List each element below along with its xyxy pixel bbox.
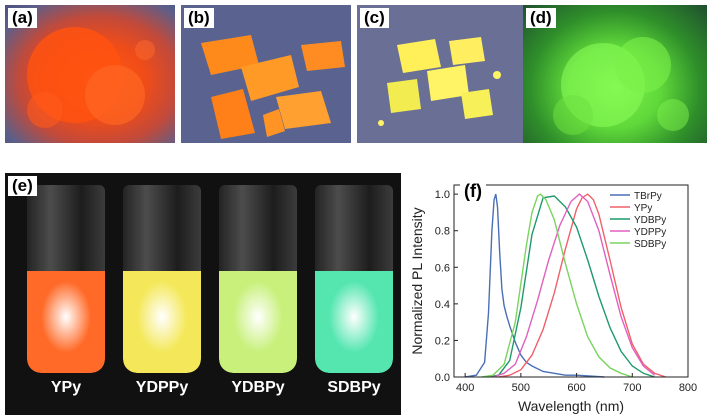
vial-label-sdbpy: SDBPy	[327, 379, 381, 396]
vial-label-ypy: YPy	[50, 379, 82, 396]
vial-ydbpy	[219, 185, 297, 373]
y-tick-label-0.6: 0.6	[435, 262, 450, 274]
panel-d-photo: (d)	[523, 5, 707, 143]
pl-spectra-chart: 400 500 600 700 800 0.0 0.2 0.4 0.6 0.8 1.0 Wavelen…	[409, 184, 697, 414]
panel-f-chart: 400 500 600 700 800 0.0 0.2 0.4 0.6 0.8 1.0 Wavelen…	[406, 173, 706, 417]
panel-c-label: (c)	[360, 8, 389, 28]
vial-label-ydbpy: YDBPy	[231, 379, 285, 396]
vial-sdbpy-liquid	[315, 271, 393, 373]
x-axis-label: Wavelength (nm)	[518, 398, 624, 414]
legend-label-ydppy: YDPPy	[634, 227, 666, 238]
x-tick-label-700: 700	[623, 382, 641, 394]
y-tick-label-0.2: 0.2	[435, 335, 450, 347]
vial-ydppy-glass	[123, 185, 201, 271]
vial-ypy-liquid	[27, 271, 105, 373]
panel-c-photo: (c)	[357, 5, 527, 143]
y-tick-label-0.8: 0.8	[435, 226, 450, 238]
y-axis-label: Normalized PL Intensity	[409, 207, 425, 354]
crystals-b-image	[201, 35, 345, 139]
powder-d-image	[553, 37, 689, 135]
panel-e-label: (e)	[8, 176, 37, 196]
crystals-c-image	[378, 37, 501, 126]
series-line-ydbpy	[487, 195, 655, 378]
series-line-sdbpy	[481, 193, 633, 378]
x-tick-label-600: 600	[567, 382, 585, 394]
panel-b-photo: (b)	[181, 5, 351, 143]
legend-label-ypy: YPy	[634, 203, 652, 214]
panel-e-photo: YPy YDPPy YDBPy SDBPy (e)	[5, 173, 401, 415]
vial-sdbpy-glass	[315, 185, 393, 271]
panel-d-label: (d)	[526, 8, 556, 28]
vial-label-ydppy: YDPPy	[135, 379, 189, 396]
panel-f-label: (f)	[460, 181, 486, 201]
panel-b-label: (b)	[184, 8, 214, 28]
legend-label-ydbpy: YDBPy	[634, 215, 666, 226]
vial-sdbpy	[315, 185, 393, 373]
vial-ydppy-liquid	[123, 271, 201, 373]
panel-a-label: (a)	[8, 8, 37, 28]
powder-a-image	[27, 27, 155, 128]
series-line-ydppy	[492, 193, 656, 378]
vial-ypy	[27, 185, 105, 373]
y-tick-label-0.4: 0.4	[435, 299, 450, 311]
legend-label-sdbpy: SDBPy	[634, 239, 666, 250]
vial-ydbpy-liquid	[219, 271, 297, 373]
y-tick-label-0.0: 0.0	[435, 372, 450, 384]
vial-ydbpy-glass	[219, 185, 297, 271]
series-line-tbrpy	[464, 193, 605, 378]
vial-ypy-glass	[27, 185, 105, 271]
x-tick-label-500: 500	[512, 382, 530, 394]
plot-frame	[453, 184, 689, 378]
x-tick-label-400: 400	[456, 382, 474, 394]
legend-label-tbrpy: TBrPy	[634, 191, 662, 202]
panel-a-photo: (a)	[5, 5, 175, 143]
vial-ydppy	[123, 185, 201, 373]
y-tick-label-1.0: 1.0	[435, 189, 450, 201]
series-line-ypy	[498, 193, 666, 378]
x-tick-label-800: 800	[679, 382, 697, 394]
